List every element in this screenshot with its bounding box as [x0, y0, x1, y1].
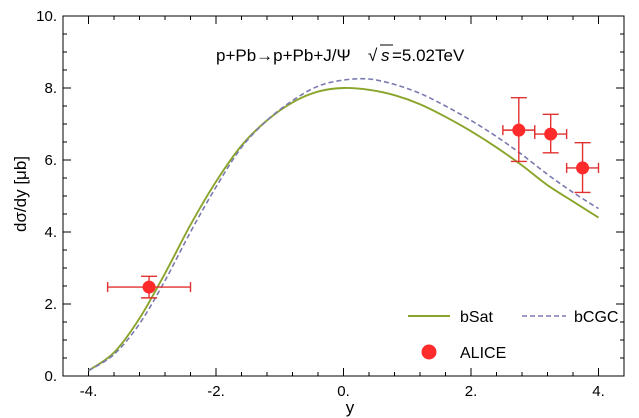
plot-frame [62, 15, 625, 377]
alice-point [576, 161, 590, 175]
annotation-sqrt-s: s [381, 46, 390, 65]
data-points [106, 97, 600, 299]
legend-label-bcgc: bCGC [574, 309, 618, 326]
y-tick-label: 8. [44, 80, 57, 97]
y-axis-label: dσ/dy [μb] [11, 156, 30, 232]
annotation-energy: =5.02TeV [392, 46, 465, 65]
alice-point [512, 123, 526, 137]
legend: bSat bCGC ALICE [408, 309, 618, 362]
x-tick-label: 4. [592, 383, 605, 400]
axis-ticks [62, 15, 625, 377]
x-tick-label: 2. [465, 383, 478, 400]
x-tick-label: -2. [207, 383, 225, 400]
series-line-bsat [87, 86, 600, 372]
legend-marker-alice [421, 344, 437, 360]
series-layer [87, 77, 600, 372]
annotation-process: p+Pb→p+Pb+J/Ψ [216, 46, 351, 65]
series-line-bcgc [88, 77, 599, 372]
y-tick-label: 2. [44, 296, 57, 313]
x-tick-label: -4. [80, 383, 98, 400]
annotation-sqrt-sign: √ [368, 46, 378, 65]
legend-label-alice: ALICE [460, 345, 506, 362]
alice-point [544, 127, 558, 141]
x-tick-label: 0. [337, 383, 350, 400]
y-tick-label: 10. [36, 8, 57, 25]
legend-label-bsat: bSat [460, 309, 493, 326]
tick-labels: -4. -2. 0. 2. 4. 0. 2. 4. 6. 8. 10. [36, 8, 605, 400]
y-tick-label: 6. [44, 152, 57, 169]
y-tick-label: 0. [44, 368, 57, 385]
process-annotation: p+Pb→p+Pb+J/Ψ √ s =5.02TeV [216, 44, 465, 65]
y-tick-label: 4. [44, 224, 57, 241]
x-axis-label: y [346, 398, 355, 417]
alice-point [142, 280, 156, 294]
